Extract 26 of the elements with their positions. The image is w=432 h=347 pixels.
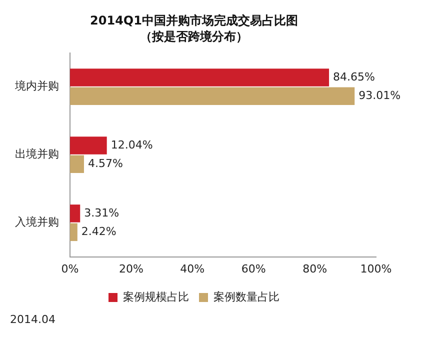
text: 2014.04 (9, 313, 56, 326)
chart-subtitle: （按是否跨境分布） (140, 30, 248, 44)
data-label: 4.57% (88, 157, 123, 170)
data-label: 3.31% (84, 206, 120, 220)
y-tick-label: 出境并购 (15, 148, 59, 161)
x-tick-label: 100% (360, 262, 392, 276)
bar (70, 68, 330, 86)
data-label: 2.42% (81, 225, 116, 238)
x-tick-label: 60% (241, 262, 266, 276)
chart-title: 2014Q1中国并购市场完成交易占比图 (90, 13, 298, 28)
bar (70, 223, 78, 242)
data-label: 84.65% (333, 70, 375, 84)
x-tick-label: 40% (180, 262, 205, 276)
x-tick-label: 80% (302, 262, 328, 276)
data-label: 93.01% (358, 89, 401, 102)
y-tick-label: 入境并购 (15, 216, 59, 229)
x-tick-label: 20% (118, 262, 144, 276)
legend-label: 案例数量占比 (214, 290, 280, 304)
x-tick-label: 0% (61, 262, 79, 276)
y-tick-label: 境内并购 (14, 80, 59, 93)
bar (70, 136, 107, 154)
bar (70, 87, 355, 106)
bar (70, 155, 84, 174)
data-label: 12.04% (110, 138, 153, 152)
legend-label: 案例规模占比 (123, 290, 189, 304)
bar (70, 204, 80, 222)
